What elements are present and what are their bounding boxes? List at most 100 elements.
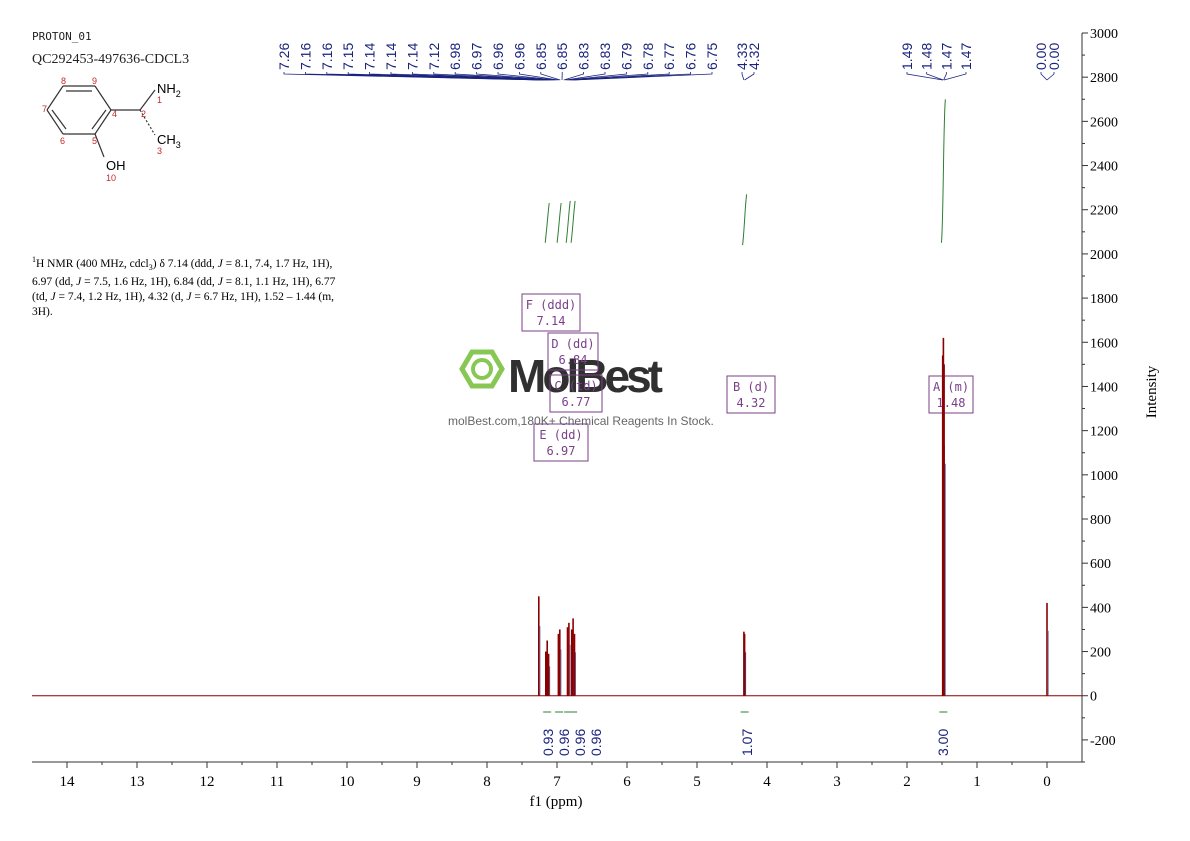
bond-double — [51, 109, 67, 130]
peak-connector — [565, 72, 606, 81]
atom-number: 5 — [92, 136, 97, 146]
peak-connector — [574, 72, 713, 81]
bond-double — [91, 109, 107, 130]
y-tick-label: 0 — [1090, 690, 1097, 705]
watermark-brand: MolBest — [508, 350, 663, 402]
atom-number: 7 — [42, 104, 47, 114]
y-tick-label: 800 — [1090, 513, 1111, 528]
x-tick-label: 11 — [270, 774, 284, 790]
peak-shift-label: 7.16 — [319, 43, 335, 70]
peak-shift-label: 7.12 — [426, 43, 442, 70]
nmr-superscript: 1 — [32, 255, 36, 264]
peak-shift-label: 0.00 — [1033, 43, 1049, 70]
y-tick-label: 2600 — [1090, 115, 1118, 130]
integral-curve — [544, 203, 550, 243]
coupling-j: J — [50, 291, 56, 304]
y-tick-label: 1200 — [1090, 425, 1118, 440]
nmr-text-line1b: ) δ 7.14 (ddd, — [152, 257, 218, 270]
peak-connector — [906, 72, 943, 81]
integral-label: 0.96 — [588, 729, 604, 756]
watermark-ring-icon — [471, 358, 493, 380]
multiplet-value: 1.48 — [937, 396, 966, 410]
integral-label: 0.96 — [556, 729, 572, 756]
peak-connector — [943, 72, 967, 81]
y-tick-label: 1000 — [1090, 469, 1118, 484]
peak-connector — [744, 72, 755, 81]
multiplet-label: F (ddd) — [526, 298, 577, 312]
integral-curve — [570, 200, 576, 243]
peak-shift-label: 6.96 — [511, 43, 527, 70]
nmr-text-line1: H NMR (400 MHz, cdcl — [36, 257, 149, 270]
watermark-logo-icon — [459, 349, 505, 389]
bond — [94, 109, 112, 135]
bond — [46, 109, 64, 135]
bond — [139, 89, 156, 111]
peak-connector — [540, 72, 561, 81]
integral-label: 0.93 — [540, 729, 556, 756]
y-tick-label: 600 — [1090, 557, 1111, 572]
peak-shift-label: 1.49 — [899, 43, 915, 70]
multiplet-label: B (d) — [733, 380, 769, 394]
bond-hashed — [139, 109, 156, 136]
peak-connector — [476, 72, 555, 81]
coupling-j: J — [186, 291, 192, 304]
nmr-subscript: 3 — [148, 263, 153, 273]
multiplet-label: A (m) — [933, 380, 969, 394]
sample-name: PROTON_01 — [32, 30, 92, 43]
x-tick-label: 7 — [553, 774, 561, 790]
atom-number: 10 — [106, 173, 116, 183]
nmr-text-line2a: 6.97 (dd, — [32, 276, 77, 289]
peak-connector — [411, 72, 550, 81]
x-tick-label: 3 — [833, 774, 841, 790]
x-tick-label: 2 — [903, 774, 911, 790]
x-tick-label: 0 — [1043, 774, 1051, 790]
peak-connector — [433, 72, 552, 81]
multiplet-label: E (dd) — [539, 428, 582, 442]
atom-number: 8 — [61, 76, 66, 86]
peak-shift-label: 1.48 — [919, 43, 935, 70]
multiplet-label: D (dd) — [551, 337, 594, 351]
atom-number: 2 — [141, 109, 146, 119]
nmr-text-line3b: = 7.4, 1.2 Hz, 1H), 4.32 (d, — [55, 291, 187, 304]
axes-layer: 14 13 12 11 10 9 8 7 6 5 4 3 2 1 0-2000200400600800100… — [32, 27, 1118, 790]
multiplet-box — [928, 375, 974, 414]
peak-shift-label: 6.85 — [554, 43, 570, 70]
y-tick-label: -200 — [1090, 734, 1116, 749]
peak-shift-label: 7.15 — [340, 43, 356, 70]
y-tick-label: 1800 — [1090, 292, 1118, 307]
molecule-structure — [46, 85, 156, 158]
integral-curve — [742, 194, 748, 246]
bond — [46, 85, 64, 111]
y-tick-label: 200 — [1090, 646, 1111, 661]
integral-curve — [940, 99, 946, 243]
multiplet-value: 4.32 — [737, 396, 766, 410]
peak-shift-label: 6.96 — [490, 43, 506, 70]
multiplet-box — [547, 332, 599, 371]
spectrum-layer — [32, 337, 1082, 697]
peak-shift-label: 1.47 — [958, 43, 974, 70]
peak-connector — [926, 72, 944, 81]
atom-oh: OH — [106, 158, 126, 173]
peak-shift-label: 6.76 — [683, 43, 699, 70]
nmr-description: 1H NMR (400 MHz, cdcl3) δ 7.14 (ddd, J =… — [32, 252, 424, 320]
peak-connector — [1040, 72, 1048, 81]
peak-shift-label: 6.85 — [533, 43, 549, 70]
peak-connector — [943, 72, 947, 81]
nmr-text-line2c: = 8.1, 1.1 Hz, 1H), 6.77 — [222, 276, 336, 289]
nmr-text-line1c: = 8.1, 7.4, 1.7 Hz, 1H), — [222, 257, 333, 270]
x-tick-label: 9 — [413, 774, 421, 790]
atom-ch3: CH3 — [157, 132, 181, 150]
multiplet-value: 7.14 — [537, 314, 566, 328]
nmr-text-line3a: (td, — [32, 291, 51, 304]
x-tick-label: 14 — [60, 774, 76, 790]
integral-curve — [565, 200, 571, 243]
peak-connector — [563, 72, 584, 81]
y-axis-label: Intensity — [1144, 365, 1160, 418]
peak-shift-label: 7.26 — [276, 43, 292, 70]
x-tick-label: 12 — [200, 774, 215, 790]
multiplet-box — [549, 374, 603, 413]
integral-label: 1.07 — [739, 729, 755, 756]
peak-shift-label: 7.14 — [362, 43, 378, 70]
multiplet-label: C (td) — [554, 379, 597, 393]
watermark-tagline: molBest.com,180K+ Chemical Reagents In S… — [448, 414, 714, 428]
